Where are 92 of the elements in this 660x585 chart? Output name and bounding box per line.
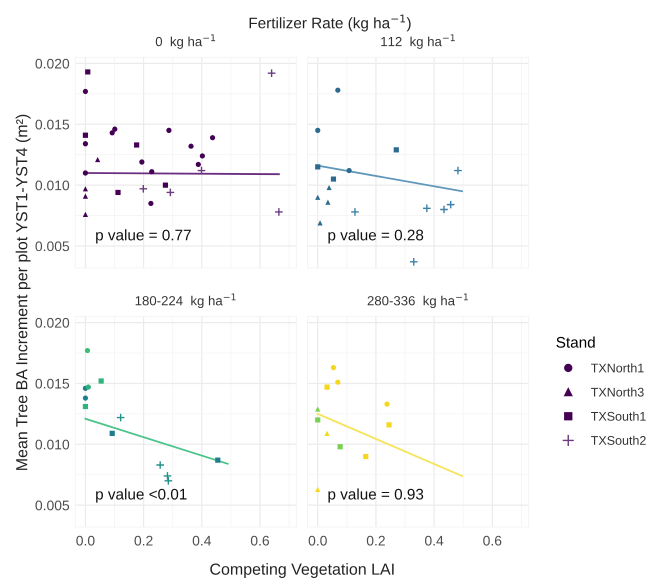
x-tick-label: 0.0 xyxy=(76,536,95,546)
x-tick-label: 0.6 xyxy=(250,536,270,546)
point xyxy=(110,130,115,136)
point xyxy=(363,454,368,460)
point xyxy=(315,194,320,200)
annotation: p value = 0.77 xyxy=(96,229,191,244)
x-tick-label: 0.6 xyxy=(483,536,502,546)
y-tick-label: 0.010 xyxy=(35,440,70,450)
point xyxy=(409,257,418,266)
point xyxy=(325,200,331,205)
chart-title: 0 kg ha$^{−1}$ xyxy=(156,34,216,49)
point xyxy=(210,135,216,140)
x-tick-label: 0.2 xyxy=(134,536,153,546)
point xyxy=(82,186,88,192)
point xyxy=(82,132,88,138)
point xyxy=(82,141,88,146)
point xyxy=(166,128,172,133)
point xyxy=(315,486,320,492)
y-tick-label: 0.005 xyxy=(35,241,70,252)
point xyxy=(315,417,320,423)
point xyxy=(82,395,88,401)
x-tick-label: 0.0 xyxy=(308,536,327,546)
point xyxy=(164,476,173,486)
point xyxy=(335,380,340,385)
point xyxy=(274,207,284,216)
point xyxy=(197,166,206,176)
point xyxy=(134,142,140,148)
point xyxy=(148,200,154,206)
point xyxy=(267,68,276,78)
x-axis-title: Competing Vegetation LAI xyxy=(210,563,394,578)
point xyxy=(115,190,121,196)
point xyxy=(138,184,148,194)
point xyxy=(330,176,336,182)
point xyxy=(315,128,320,133)
point xyxy=(162,182,168,188)
point xyxy=(315,406,320,412)
point xyxy=(149,169,154,174)
legend-label: TXNorth1 xyxy=(591,363,644,372)
point xyxy=(82,88,88,94)
point xyxy=(326,184,332,190)
legend-title: Stand xyxy=(556,336,595,348)
point xyxy=(350,207,360,216)
annotation: p value = 0.93 xyxy=(328,488,424,503)
point xyxy=(112,126,118,132)
y-tick-label: 0.005 xyxy=(35,500,70,510)
x-tick-label: 0.4 xyxy=(425,536,444,546)
point xyxy=(422,204,432,213)
point xyxy=(82,170,88,176)
point xyxy=(324,430,330,436)
y-tick-label: 0.015 xyxy=(35,378,70,389)
point xyxy=(196,162,201,168)
point xyxy=(98,378,104,384)
annotation: p value <0.01 xyxy=(96,488,187,503)
point xyxy=(85,69,90,75)
point xyxy=(317,220,323,226)
chart-title: 180-224 kg ha$^{−1}$ xyxy=(136,294,236,308)
y-axis-title: Mean Tree BA Increment per plot YST1-YST4 (m²) xyxy=(16,114,31,470)
point xyxy=(453,166,462,176)
point xyxy=(394,147,399,152)
y-tick-label: 0.020 xyxy=(35,318,70,328)
point xyxy=(315,164,320,170)
point xyxy=(162,471,172,480)
legend-label: TXSouth2 xyxy=(591,436,646,445)
point xyxy=(84,348,90,354)
point xyxy=(95,156,100,162)
chart-title: 280-336 kg ha$^{−1}$ xyxy=(368,294,468,308)
legend-label: TXNorth3 xyxy=(591,387,644,397)
text: Fertilizer Rate (kg ha$^{−1}$) xyxy=(250,14,411,32)
legend-label: TXSouth1 xyxy=(591,412,646,421)
point xyxy=(139,159,144,165)
point xyxy=(338,444,343,450)
point xyxy=(82,194,88,199)
y-tick-label: 0.010 xyxy=(35,180,70,190)
y-tick-label: 0.020 xyxy=(35,58,70,69)
point xyxy=(156,460,165,470)
point xyxy=(200,153,205,159)
point xyxy=(330,365,336,370)
x-tick-label: 0.4 xyxy=(192,536,212,546)
point xyxy=(116,413,126,422)
point xyxy=(82,404,88,410)
point xyxy=(386,422,392,428)
point xyxy=(188,144,194,149)
x-tick-label: 0.2 xyxy=(366,536,385,546)
point xyxy=(82,212,88,217)
point xyxy=(346,168,352,174)
point xyxy=(166,188,175,197)
y-tick-label: 0.015 xyxy=(35,120,70,130)
annotation: p value = 0.28 xyxy=(328,229,424,244)
chart-title: 112 kg ha$^{−1}$ xyxy=(381,34,455,49)
point xyxy=(324,384,330,390)
point xyxy=(384,402,390,407)
point xyxy=(335,88,340,93)
